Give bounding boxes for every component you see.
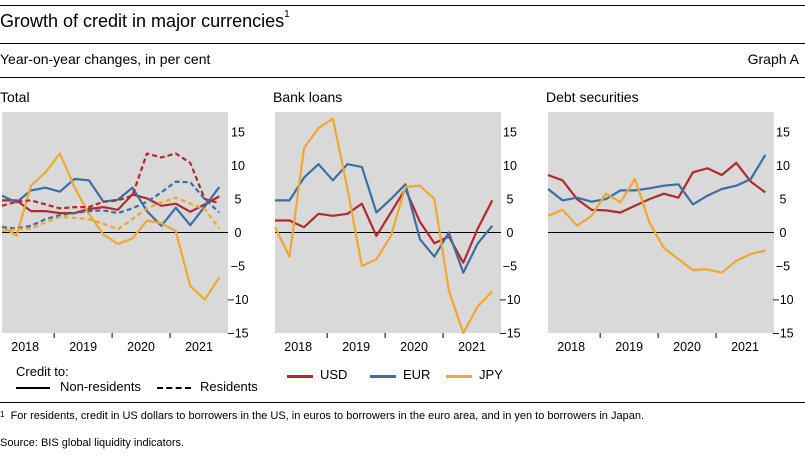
legend-credit-to-label: Credit to: [16,364,69,379]
debt-securities-series-jpy [547,177,766,274]
debt-securities-xtick-label: 2021 [731,340,759,354]
total-ytick-label: 5 [235,193,242,207]
debt-securities-ytick-label: −10 [772,293,793,307]
total-ytick-label: 10 [231,159,245,173]
subtitle-rule [0,77,805,78]
bank-loans-ytick-label: 10 [503,159,517,173]
footnote: 1 For residents, credit in US dollars to… [0,410,644,422]
total-series-jpy-non-residents [1,152,221,301]
legend-non-residents: Non-residents [60,379,141,394]
debt-securities-series-eur [547,154,767,206]
bank-loans-xtick-label: 2018 [284,340,312,354]
bank-loans-ytick-label: −15 [499,327,520,341]
bank-loans-ytick-label: −10 [499,293,520,307]
bank-loans-xtick-label: 2021 [458,340,486,354]
debt-securities-ytick-label: 0 [780,226,787,240]
legend-residents: Residents [200,379,258,394]
total-ytick-label: −5 [231,260,245,274]
legend-eur: EUR [403,367,431,382]
total-xtick-label: 2021 [185,340,213,354]
total-series-eur-residents [1,180,221,230]
debt-securities-plot-background [548,112,774,333]
title-footnote-marker: 1 [284,9,290,20]
total-series-eur-non-residents [1,177,221,227]
total-ytick-label: −10 [227,293,248,307]
bank-loans-plot-background [275,112,501,333]
panel-title-debt-securities: Debt securities [546,89,639,105]
legend-dashed-line-swatch [157,387,191,389]
bank-loans-ytick-label: −5 [503,260,517,274]
debt-securities-xtick-label: 2018 [557,340,585,354]
title-rule [0,43,805,44]
debt-securities-ytick-label: −5 [776,260,790,274]
panel-title-bank-loans: Bank loans [273,89,343,105]
total-ytick-label: −15 [227,327,248,341]
debt-securities-xtick-label: 2020 [673,340,701,354]
legend-usd-swatch [287,375,313,378]
bank-loans-ytick-label: 0 [507,226,514,240]
legend-usd: USD [320,367,348,382]
legend-eur-swatch [370,375,396,378]
chart-title: Growth of credit in major currencies1 [0,9,290,31]
bank-loans-series-eur [275,163,494,274]
graph-label: Graph A [747,51,799,67]
total-xtick-label: 2020 [127,340,155,354]
legend-jpy-swatch [446,375,472,378]
panel-title-total: Total [0,89,30,105]
debt-securities-ytick-label: −15 [772,327,793,341]
top-rule [0,5,805,6]
total-series-usd-residents [1,152,220,210]
debt-securities-ytick-label: 15 [776,126,790,140]
chart-subtitle: Year-on-year changes, in per cent [0,51,211,67]
bank-loans-xtick-label: 2020 [400,340,428,354]
total-series-usd-non-residents [2,193,220,215]
bank-loans-ytick-label: 5 [507,193,514,207]
total-xtick-label: 2019 [69,340,97,354]
bank-loans-ytick-label: 15 [503,126,517,140]
footnote-rule [0,402,805,403]
debt-securities-ytick-label: 10 [776,159,790,173]
debt-securities-xtick-label: 2019 [615,340,643,354]
total-ytick-label: 15 [231,126,245,140]
total-xtick-label: 2018 [11,340,39,354]
source-note: Source: BIS global liquidity indicators. [0,437,185,449]
legend-solid-line-swatch [16,387,50,389]
debt-securities-series-usd [547,161,766,214]
total-series-jpy-residents [1,196,221,233]
debt-securities-ytick-label: 5 [780,193,787,207]
bank-loans-series-jpy [274,117,494,335]
footnote-marker: 1 [0,410,5,419]
legend-jpy: JPY [479,367,503,382]
footnote-text: For residents, credit in US dollars to b… [10,410,644,422]
total-plot-background [2,112,228,333]
bank-loans-xtick-label: 2019 [342,340,370,354]
total-ytick-label: 0 [235,226,242,240]
